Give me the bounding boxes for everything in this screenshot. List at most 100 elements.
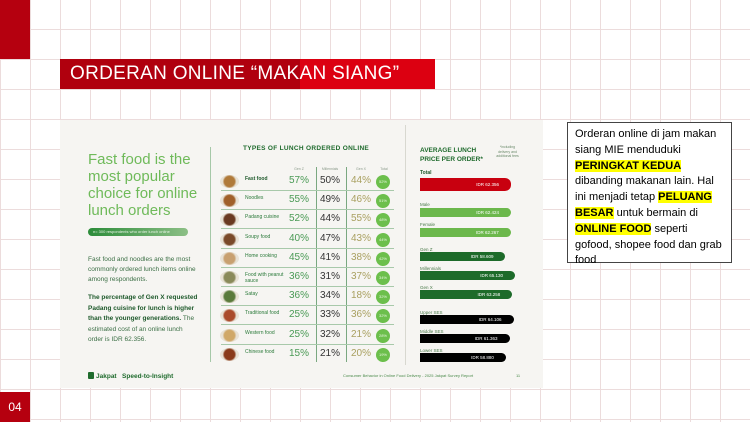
price-title: AVERAGE LUNCH PRICE PER ORDER* [420, 147, 483, 163]
millennials-value: 33% [319, 309, 340, 321]
column-separator [316, 167, 317, 362]
table-row: Satay 36% 34% 18% 32% [216, 287, 394, 307]
genx-value: 43% [350, 232, 371, 244]
food-name: Soupy food [245, 233, 271, 240]
millennials-value: 50% [319, 175, 340, 186]
genx-value: 36% [350, 309, 371, 321]
body-rest: The estimated cost of an online lunch or… [88, 315, 195, 343]
jakpat-logo: Jakpat Speed-to-Insight [88, 372, 173, 380]
table-row: Noodles 55% 49% 46% 51% [216, 191, 394, 211]
food-photo [220, 232, 239, 246]
genz-value: 36% [288, 271, 309, 282]
price-note: *including delivery and additional fees [496, 145, 519, 158]
table-row: Western food 25% 32% 21% 28% [216, 326, 394, 345]
col-header-millennials: Millennials [321, 167, 339, 171]
price-label: Female [420, 222, 436, 227]
total-badge: 51% [376, 194, 390, 209]
food-name: Satay [245, 291, 258, 298]
millennials-value: 32% [319, 328, 340, 340]
note-text: seperti gofood, shopee food dan grab foo… [575, 222, 722, 267]
note-text: untuk bermain di [613, 206, 698, 219]
note-highlight: PERINGKAT KEDUA [575, 159, 682, 172]
price-label: Millennials [420, 266, 442, 271]
note-text: Orderan online di jam makan siang MIE me… [575, 128, 717, 156]
food-photo [220, 213, 239, 227]
row-divider [221, 266, 394, 268]
food-photo [220, 309, 239, 323]
food-name: Food with peanut sauce [245, 272, 284, 284]
total-badge: 44% [376, 232, 390, 247]
food-name: Traditional food [245, 310, 280, 317]
genz-value: 45% [288, 251, 309, 263]
food-photo [220, 347, 239, 361]
table-row: Traditional food 25% 33% 36% 32% [216, 306, 394, 326]
genx-value: 18% [350, 290, 371, 302]
row-divider [221, 324, 394, 326]
total-badge: 42% [376, 251, 390, 266]
price-label: Total [420, 170, 432, 176]
genx-value: 55% [350, 213, 371, 225]
genx-value: 46% [350, 194, 371, 206]
millennials-value: 34% [319, 290, 340, 302]
total-badge: 34% [376, 271, 390, 285]
millennials-value: 49% [319, 194, 340, 206]
row-divider [221, 228, 394, 230]
genx-value: 44% [350, 175, 371, 186]
body-text: Fast food and noodles are the most commo… [88, 256, 196, 283]
column-separator [346, 167, 347, 362]
price-bar: IDR 62.267 [420, 228, 511, 237]
note-highlight: ONLINE FOOD [575, 222, 652, 235]
food-name: Home cooking [245, 252, 277, 259]
col-header-total: Total [380, 167, 388, 171]
food-photo [220, 328, 239, 342]
food-name: Western food [245, 329, 275, 336]
millennials-value: 44% [319, 213, 340, 225]
price-bar: IDR 62.356 [420, 178, 511, 191]
millennials-value: 21% [319, 347, 340, 359]
row-divider [221, 343, 394, 345]
note-text: dibanding makanan lain. Hal ini menjadi … [575, 175, 714, 204]
food-photo [220, 194, 239, 208]
total-badge: 48% [376, 213, 390, 228]
divider [210, 147, 211, 362]
body-text-2: The percentage of Gen X requested Padang… [88, 293, 198, 346]
table-row: Food with peanut sauce 36% 31% 37% 34% [216, 268, 394, 287]
food-photo [220, 290, 239, 304]
price-label: Middle SES [420, 329, 444, 334]
price-bar: IDR 58.880 [420, 353, 506, 362]
table-row: Soupy food 40% 47% 43% 44% [216, 230, 394, 249]
col-header-genx: Gen X [356, 167, 366, 171]
row-divider [221, 209, 394, 211]
food-name: Chinese food [245, 348, 275, 355]
genz-value: 25% [288, 309, 309, 321]
price-bar: IDR 58.609 [420, 252, 506, 261]
row-divider [221, 305, 394, 307]
price-bar: IDR 64.106 [420, 315, 514, 324]
total-badge: 52% [376, 175, 390, 189]
row-divider [221, 286, 394, 287]
jakpat-icon [88, 372, 94, 379]
page-number: 04 [0, 392, 30, 422]
body-bold: The percentage of Gen X requested Padang… [88, 294, 198, 322]
divider [405, 125, 406, 365]
infographic-headline: Fast food is the most popular choice for… [88, 151, 198, 219]
total-badge: 28% [376, 328, 390, 343]
food-photo [220, 251, 239, 265]
slide-title: ORDERAN ONLINE “MAKAN SIANG” [60, 59, 435, 89]
total-badge: 19% [376, 347, 390, 362]
millennials-value: 41% [319, 251, 340, 263]
logo-text: Jakpat [96, 373, 117, 380]
total-badge: 32% [376, 290, 390, 305]
row-divider [221, 190, 394, 191]
table-row: Chinese food 15% 21% 20% 19% [216, 345, 394, 364]
price-label: Gen Z [420, 247, 433, 252]
corner-accent [0, 0, 30, 59]
food-photo [220, 175, 239, 188]
food-name: Noodles [245, 195, 264, 202]
price-label: Gen X [420, 285, 433, 290]
price-bar: IDR 62.424 [420, 208, 512, 217]
genz-value: 52% [288, 213, 309, 225]
price-label: Lower SES [420, 348, 443, 353]
genz-value: 25% [288, 328, 309, 340]
genz-value: 55% [288, 194, 309, 206]
